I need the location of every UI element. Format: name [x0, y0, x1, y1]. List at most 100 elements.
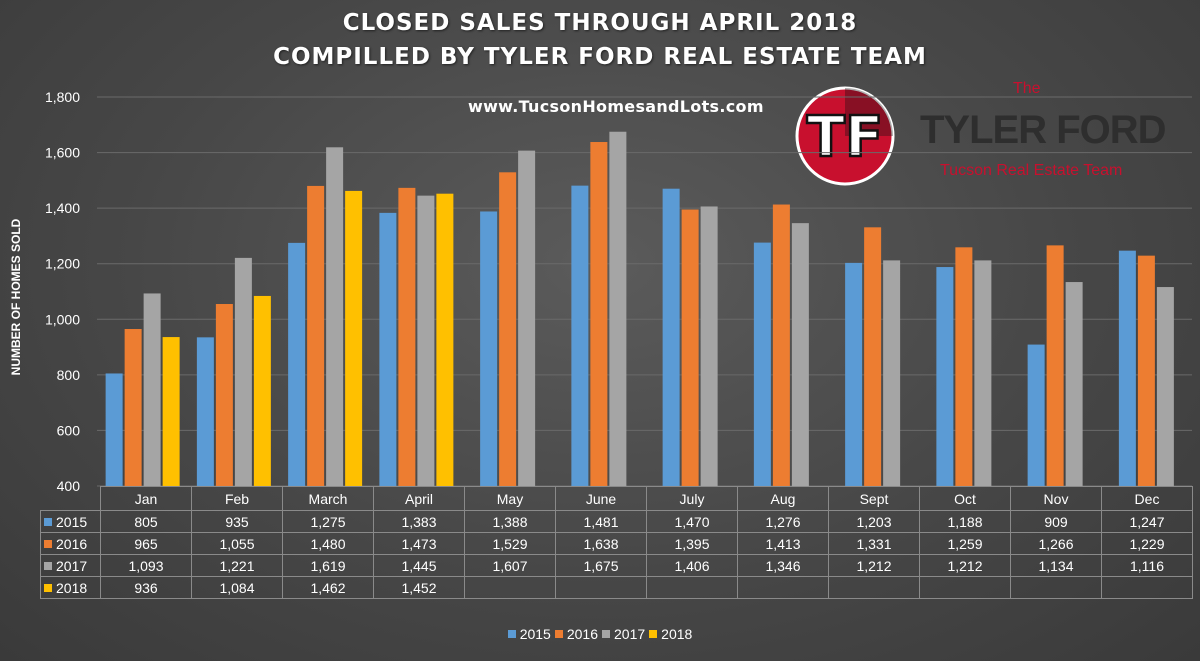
logo-the: The: [1013, 80, 1041, 97]
legend-item: 2018: [649, 626, 692, 642]
table-cell: 1,470: [646, 510, 738, 533]
title-line-1: CLOSED SALES THROUGH APRIL 2018: [342, 10, 858, 36]
table-row: 2015 805 935 1,275 1,383 1,388 1,481 1,470 1,276…: [40, 510, 1193, 533]
bar-2015-june: [571, 185, 589, 487]
table-header-row: Jan Feb March April May June July Aug Sept Oct Nov…: [40, 486, 1193, 511]
table-cell: 805: [100, 510, 192, 533]
table-row: 2017 1,093 1,221 1,619 1,445 1,607 1,675 1,406 1…: [40, 554, 1193, 577]
table-row-header: 2017: [40, 554, 101, 577]
bar-2016-july: [681, 209, 699, 486]
table-header-april: April: [373, 486, 465, 511]
legend-label: 2016: [566, 626, 598, 642]
table-cell: 1,675: [555, 554, 647, 577]
bar-2015-nov: [1027, 344, 1045, 486]
table-cell: 1,462: [282, 576, 374, 599]
table-cell: 1,212: [828, 554, 920, 577]
bar-2016-aug: [772, 204, 790, 487]
website-link[interactable]: www.TucsonHomesandLots.com: [468, 97, 764, 116]
series-name: 2017: [56, 557, 88, 574]
table-cell: 1,275: [282, 510, 374, 533]
bar-2018-march: [345, 190, 363, 486]
table-cell: 1,481: [555, 510, 647, 533]
table-cell: 965: [100, 532, 192, 555]
legend-swatch: [44, 561, 52, 570]
table-header-july: July: [646, 486, 738, 511]
legend-item: 2015: [507, 626, 551, 642]
table-cell: 1,619: [282, 554, 374, 577]
y-tick-label: 1,400: [45, 200, 80, 216]
bar-2017-may: [518, 150, 536, 486]
bar-2018-jan: [162, 337, 180, 486]
legend-label: 2017: [614, 626, 646, 642]
table-cell: 1,247: [1101, 510, 1193, 533]
table-cell: [646, 576, 738, 599]
table-body: 2015 805 935 1,275 1,383 1,388 1,481 1,470 1,276…: [40, 510, 1193, 599]
bar-2015-jan: [105, 373, 123, 486]
table-cell: 1,259: [919, 532, 1011, 555]
legend-label: 2015: [519, 626, 551, 642]
bar-2018-april: [436, 193, 454, 487]
series-name: 2018: [56, 579, 88, 596]
table-cell: [919, 576, 1011, 599]
bar-2015-dec: [1118, 250, 1136, 486]
table-header-sept: Sept: [828, 486, 920, 511]
bar-2016-march: [307, 185, 325, 486]
table-cell: 1,638: [555, 532, 647, 555]
bar-2017-jan: [143, 293, 161, 486]
bar-2016-nov: [1046, 245, 1064, 486]
table-cell: 1,221: [191, 554, 283, 577]
y-tick-label: 1,800: [45, 89, 80, 105]
table-cell: 1,529: [464, 532, 556, 555]
legend: 2015 2016 2017 2018: [0, 626, 1200, 642]
table-cell: 935: [191, 510, 283, 533]
bar-2016-sept: [864, 227, 882, 486]
table-cell: 1,346: [737, 554, 829, 577]
table-corner: [40, 486, 101, 511]
bar-2018-feb: [253, 295, 271, 486]
table-cell: 1,134: [1010, 554, 1102, 577]
table-cell: 1,266: [1010, 532, 1102, 555]
table-row-header: 2016: [40, 532, 101, 555]
logo-team: Tucson Real Estate Team: [940, 162, 1123, 179]
bar-2017-feb: [234, 257, 252, 486]
y-tick-label: 1,000: [45, 311, 80, 327]
table-cell: 1,188: [919, 510, 1011, 533]
table-header-jan: Jan: [100, 486, 192, 511]
table-cell: 1,452: [373, 576, 465, 599]
table-cell: 1,388: [464, 510, 556, 533]
bar-2017-sept: [883, 260, 901, 486]
bar-2016-may: [499, 172, 517, 486]
table-cell: 1,445: [373, 554, 465, 577]
table-cell: 1,607: [464, 554, 556, 577]
table-cell: 1,229: [1101, 532, 1193, 555]
legend-swatch: [649, 630, 658, 638]
y-tick-label: 1,600: [45, 145, 80, 161]
table-header-may: May: [464, 486, 556, 511]
legend-swatch: [44, 539, 52, 548]
bar-2015-oct: [936, 267, 954, 486]
legend-item: 2016: [554, 626, 598, 642]
data-table: Jan Feb March April May June July Aug Sept Oct Nov…: [40, 486, 1193, 599]
bar-2015-march: [288, 242, 306, 486]
table-cell: 1,084: [191, 576, 283, 599]
table-header-nov: Nov: [1010, 486, 1102, 511]
bar-2016-feb: [215, 304, 233, 486]
table-row: 2016 965 1,055 1,480 1,473 1,529 1,638 1,395 1,4…: [40, 532, 1193, 555]
chart-title: CLOSED SALES THROUGH APRIL 2018 COMPILLE…: [0, 6, 1200, 74]
table-cell: [828, 576, 920, 599]
legend-swatch: [602, 630, 610, 638]
legend-swatch: [44, 517, 52, 526]
bar-2017-march: [326, 147, 344, 486]
table-cell: 1,395: [646, 532, 738, 555]
legend-item: 2017: [602, 626, 645, 642]
table-header-oct: Oct: [919, 486, 1011, 511]
table-cell: 909: [1010, 510, 1102, 533]
table-header-dec: Dec: [1101, 486, 1193, 511]
bar-2017-july: [700, 206, 718, 486]
bar-2017-april: [417, 195, 435, 486]
table-cell: 1,406: [646, 554, 738, 577]
table-cell: 1,383: [373, 510, 465, 533]
bar-2015-april: [379, 212, 397, 486]
table-cell: 1,116: [1101, 554, 1193, 577]
